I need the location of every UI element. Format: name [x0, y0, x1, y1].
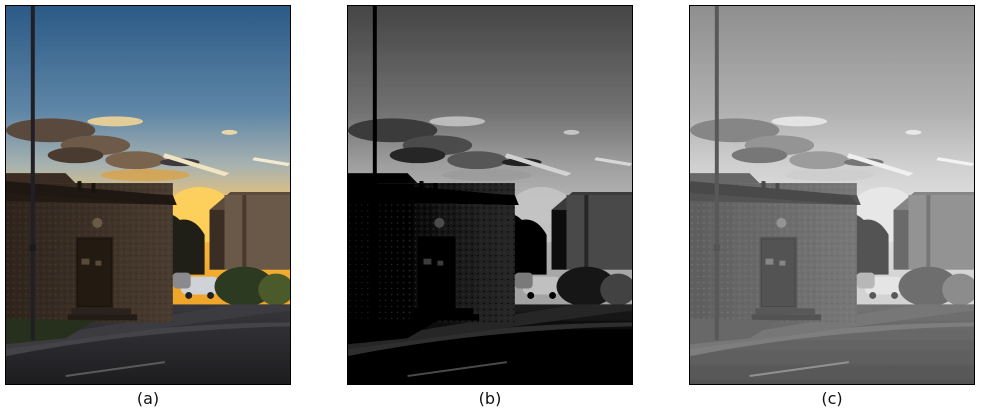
image-panel-c [689, 5, 975, 385]
caption-c: (c) [821, 389, 843, 408]
image-panel-a [5, 5, 291, 385]
sunset-street-photo-color [6, 6, 290, 384]
caption-b: (b) [478, 389, 502, 408]
sunset-street-photo-grayscale-dark [348, 6, 632, 384]
caption-a: (a) [136, 389, 160, 408]
sunset-street-photo-grayscale-bright [690, 6, 974, 384]
image-panel-b [347, 5, 633, 385]
